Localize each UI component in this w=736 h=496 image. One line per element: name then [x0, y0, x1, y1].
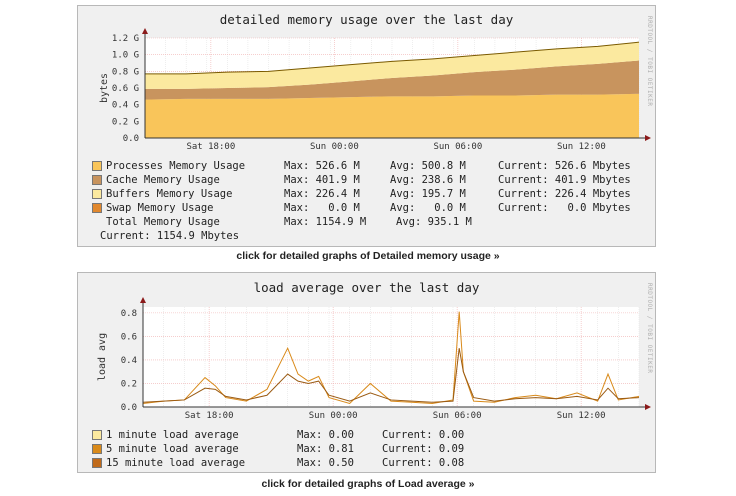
- y-tick-label: 0.2 G: [112, 117, 139, 127]
- line-15-minute-load-average: [142, 348, 640, 403]
- y-axis-label: bytes: [99, 73, 110, 103]
- legend-swatch: [92, 458, 102, 468]
- legend-label: Processes Memory Usage: [106, 160, 246, 172]
- legend-swatch: [92, 444, 102, 454]
- x-tick-label: Sun 12:00: [557, 142, 606, 152]
- y-tick-label: 0.2: [121, 379, 137, 389]
- legend-label: Buffers Memory Usage: [106, 188, 233, 200]
- legend-max: Max: 1154.9 M: [284, 216, 367, 228]
- total-memory-line: [145, 41, 640, 75]
- x-tick-label: Sun 06:00: [433, 411, 482, 421]
- legend-max: Max: 0.0 M: [284, 202, 360, 214]
- rrdtool-watermark: RRDTOOL / TOBI OETIKER: [646, 16, 653, 107]
- y-axis-label: load avg: [97, 333, 108, 381]
- load-details-link[interactable]: click for detailed graphs of Load averag…: [261, 478, 475, 490]
- y-tick-label: 0.4: [121, 356, 137, 366]
- x-axis-arrow: [645, 135, 651, 141]
- legend-max: Max: 226.4 M: [284, 188, 360, 200]
- legend-label: Total Memory Usage: [106, 216, 220, 228]
- y-tick-label: 0.6 G: [112, 84, 139, 94]
- y-tick-label: 1.2 G: [112, 34, 139, 44]
- memory-chart-title: detailed memory usage over the last day: [219, 12, 514, 27]
- x-tick-label: Sun 06:00: [433, 142, 482, 152]
- load-chart: 0.0 0.2 0.4 0.6 0.8 Sat 18:00 Sun 00:00 Sun 06:…: [97, 297, 651, 421]
- x-tick-label: Sat 18:00: [185, 411, 234, 421]
- legend-max: Max: 0.50: [297, 457, 354, 469]
- legend-max: Max: 526.6 M: [284, 160, 360, 172]
- x-tick-label: Sat 18:00: [186, 142, 235, 152]
- legend-label: 5 minute load average: [106, 443, 239, 455]
- legend-avg: Avg: 238.6 M: [390, 174, 466, 186]
- y-axis-arrow: [142, 28, 148, 34]
- legend-current: Current: 0.09: [382, 443, 465, 455]
- y-axis-arrow: [140, 297, 146, 303]
- y-tick-label: 0.0: [123, 134, 139, 144]
- load-graph-panel: load average over the last day RRDTOOL /…: [77, 272, 656, 473]
- area-processes-memory-usage: [145, 93, 639, 138]
- legend-current: Current: 226.4 Mbytes: [498, 188, 631, 200]
- legend-max: Max: 401.9 M: [284, 174, 360, 186]
- y-tick-label: 0.4 G: [112, 101, 139, 111]
- legend-avg: Avg: 195.7 M: [390, 188, 466, 200]
- x-tick-label: Sun 12:00: [557, 411, 606, 421]
- legend-current: Current: 526.6 Mbytes: [498, 160, 631, 172]
- legend-swatch: [92, 203, 102, 213]
- legend-avg: Avg: 0.0 M: [390, 202, 466, 214]
- legend-current: Current: 0.0 Mbytes: [498, 202, 631, 214]
- legend-current: Current: 0.08: [382, 457, 465, 469]
- load-chart-title: load average over the last day: [253, 280, 480, 295]
- y-tick-label: 0.0: [121, 403, 137, 413]
- legend-swatch: [92, 189, 102, 199]
- area-cache-memory-usage: [145, 60, 639, 100]
- x-tick-label: Sun 00:00: [309, 411, 358, 421]
- legend-current: Current: 0.00: [382, 429, 465, 441]
- area-buffers-memory-usage: [145, 42, 639, 89]
- y-tick-label: 0.6: [121, 332, 137, 342]
- legend-current: Current: 401.9 Mbytes: [498, 174, 631, 186]
- x-axis-arrow: [645, 404, 651, 410]
- y-tick-label: 1.0 G: [112, 51, 139, 61]
- legend-max: Max: 0.81: [297, 443, 354, 455]
- y-tick-label: 0.8 G: [112, 67, 139, 77]
- x-tick-label: Sun 00:00: [310, 142, 359, 152]
- legend-max: Max: 0.00: [297, 429, 354, 441]
- rrdtool-watermark: RRDTOOL / TOBI OETIKER: [646, 283, 653, 374]
- legend-swatch: [92, 175, 102, 185]
- legend-label: Cache Memory Usage: [106, 174, 220, 186]
- legend-avg: Avg: 500.8 M: [390, 160, 466, 172]
- memory-details-link[interactable]: click for detailed graphs of Detailed me…: [236, 250, 500, 262]
- legend-label: Swap Memory Usage: [106, 202, 214, 214]
- legend-label: 1 minute load average: [106, 429, 239, 441]
- legend-swatch: [92, 430, 102, 440]
- legend-swatch: [92, 161, 102, 171]
- memory-chart: 0.0 0.2 G 0.4 G 0.6 G 0.8 G 1.0 G 1.2 G Sat 18:…: [99, 28, 651, 152]
- memory-graph-panel: detailed memory usage over the last day …: [77, 5, 656, 247]
- y-tick-label: 0.8: [121, 309, 137, 319]
- legend-avg: Avg: 935.1 M: [396, 216, 472, 228]
- legend-label: 15 minute load average: [106, 457, 246, 469]
- legend-current: Current: 1154.9 Mbytes: [100, 230, 240, 242]
